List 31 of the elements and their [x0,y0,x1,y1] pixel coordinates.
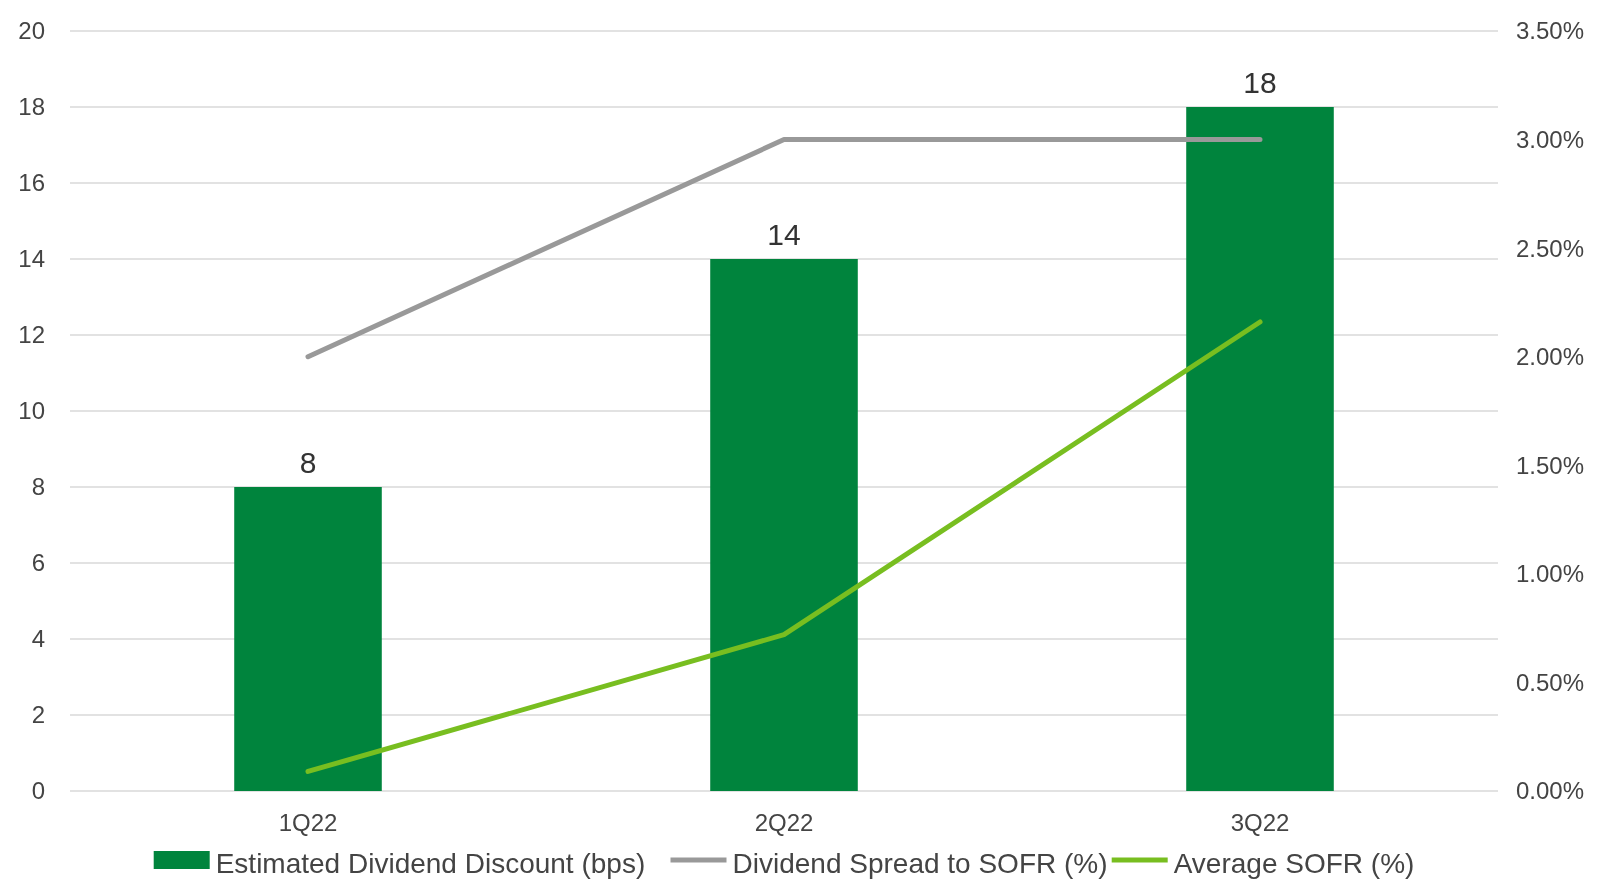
y-tick-label: 14 [18,245,45,273]
data-label: 14 [767,218,801,251]
data-label: 18 [1243,66,1277,99]
x-tick-label: 2Q22 [754,809,814,836]
y-tick-label: 12 [18,321,45,349]
y2-tick-label: 1.00% [1516,560,1585,588]
y-tick-label: 4 [31,625,45,653]
y-tick-label: 20 [18,17,45,45]
bar [1186,107,1334,791]
y-tick-label: 18 [18,93,45,121]
y-tick-label: 2 [31,701,45,729]
y-tick-label: 0 [31,777,45,805]
y2-tick-label: 0.50% [1516,668,1585,696]
y2-tick-label: 2.00% [1516,343,1585,371]
legend-label: Dividend Spread to SOFR (%) [732,848,1108,879]
x-tick-label: 3Q22 [1230,809,1290,836]
bar [710,259,858,791]
legend-label: Estimated Dividend Discount (bps) [215,848,646,879]
y-tick-label: 10 [18,397,45,425]
legend-label: Average SOFR (%) [1173,848,1415,879]
y2-tick-label: 0.00% [1516,777,1585,805]
y-tick-label: 8 [31,473,45,501]
x-tick-label: 1Q22 [278,809,338,836]
y-tick-label: 6 [31,549,45,577]
y2-tick-label: 3.50% [1516,17,1585,45]
y2-tick-label: 1.50% [1516,451,1585,479]
y2-tick-label: 2.50% [1516,234,1585,262]
data-label: 8 [299,446,317,479]
y-tick-label: 16 [18,169,45,197]
bar [234,487,382,791]
y2-tick-label: 3.00% [1516,125,1585,153]
